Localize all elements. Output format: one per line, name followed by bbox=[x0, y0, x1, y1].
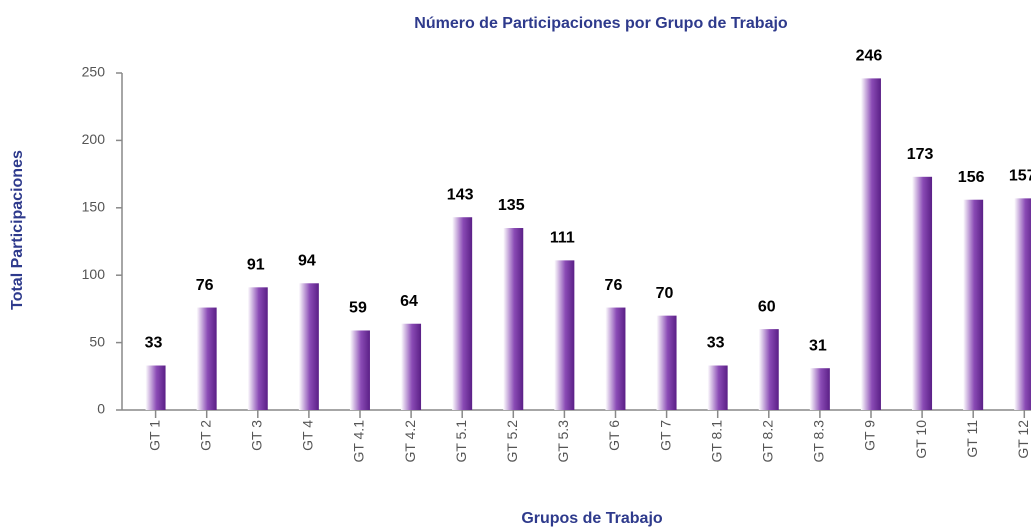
value-label: 143 bbox=[447, 186, 474, 203]
bar bbox=[247, 287, 268, 410]
value-label: 76 bbox=[605, 277, 623, 294]
x-tick-label: GT 2 bbox=[197, 420, 213, 451]
x-tick-label: GT 8.1 bbox=[708, 420, 724, 463]
x-tick-label: GT 9 bbox=[862, 420, 878, 451]
value-label: 31 bbox=[809, 337, 827, 354]
bar bbox=[196, 307, 217, 410]
bar bbox=[707, 365, 728, 410]
y-tick-label: 0 bbox=[97, 401, 105, 417]
bar bbox=[452, 217, 473, 410]
y-tick-label: 250 bbox=[82, 64, 106, 80]
y-tick-label: 200 bbox=[82, 131, 106, 147]
value-label: 246 bbox=[856, 48, 883, 65]
chart-title: Número de Participaciones por Grupo de T… bbox=[414, 15, 788, 32]
bar bbox=[809, 368, 830, 410]
x-tick-label: GT 4.1 bbox=[351, 420, 367, 463]
y-tick-label: 100 bbox=[82, 266, 106, 282]
y-tick-label: 150 bbox=[82, 199, 106, 215]
x-tick-label: GT 11 bbox=[964, 420, 980, 458]
bar bbox=[963, 199, 984, 410]
bar bbox=[860, 78, 881, 410]
x-tick-label: GT 4.2 bbox=[402, 420, 418, 463]
x-tick-label: GT 10 bbox=[913, 420, 929, 459]
value-label: 173 bbox=[907, 146, 934, 163]
value-label: 59 bbox=[349, 300, 367, 317]
value-label: 94 bbox=[298, 253, 316, 270]
value-label: 156 bbox=[958, 169, 985, 186]
value-label: 76 bbox=[196, 277, 214, 294]
value-label: 111 bbox=[550, 230, 575, 247]
value-label: 157 bbox=[1009, 168, 1031, 185]
value-label: 70 bbox=[656, 285, 674, 302]
value-label: 64 bbox=[400, 293, 418, 310]
x-tick-label: GT 5.1 bbox=[453, 420, 469, 463]
bar bbox=[298, 283, 319, 410]
bar bbox=[758, 329, 779, 410]
x-tick-label: GT 4 bbox=[300, 420, 316, 451]
y-axis-title: Total Participaciones bbox=[9, 150, 26, 310]
bar bbox=[554, 260, 575, 410]
x-tick-label: GT 7 bbox=[657, 420, 673, 451]
x-tick-label: GT 8.2 bbox=[759, 420, 775, 463]
value-label: 135 bbox=[498, 197, 525, 214]
bar bbox=[912, 176, 933, 410]
x-tick-label: GT 5.2 bbox=[504, 420, 520, 463]
x-tick-label: GT 8.3 bbox=[811, 420, 827, 463]
bar bbox=[605, 307, 626, 410]
bar bbox=[145, 365, 166, 410]
bar bbox=[656, 315, 677, 410]
y-tick-label: 50 bbox=[89, 333, 105, 349]
x-axis-title: Grupos de Trabajo bbox=[521, 510, 663, 527]
value-label: 33 bbox=[145, 335, 163, 352]
x-tick-label: GT 6 bbox=[606, 420, 622, 451]
bar bbox=[401, 323, 422, 410]
x-tick-label: GT 1 bbox=[146, 420, 162, 451]
bar bbox=[503, 228, 524, 410]
x-tick-label: GT 3 bbox=[248, 420, 264, 451]
x-tick-label: GT 5.3 bbox=[555, 420, 571, 463]
bar bbox=[1014, 198, 1031, 410]
value-label: 91 bbox=[247, 257, 265, 274]
value-label: 33 bbox=[707, 335, 725, 352]
value-label: 60 bbox=[758, 298, 776, 315]
bar bbox=[349, 330, 370, 410]
x-tick-label: GT 12 bbox=[1015, 420, 1031, 459]
